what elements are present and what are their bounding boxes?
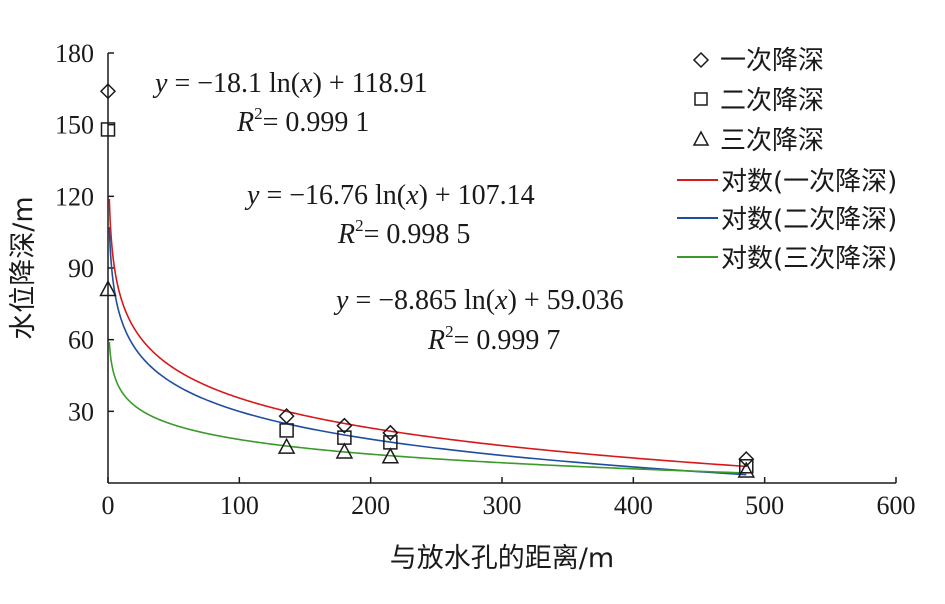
y-tick-label: 120: [55, 182, 94, 211]
r-squared-symbol: R: [236, 107, 254, 138]
y-tick-label: 30: [68, 397, 94, 426]
diamond-marker: [336, 417, 353, 434]
x-tick-label: 400: [614, 491, 653, 520]
fit-equation-1: y = −18.1 ln(x) + 118.91 R2= 0.999 1: [152, 68, 428, 138]
y-axis-title: 水位降深/m: [8, 196, 39, 339]
y-tick-label: 150: [55, 111, 94, 140]
x-tick-label: 200: [351, 491, 390, 520]
legend-label: 对数(一次降深): [721, 167, 897, 197]
y-tick-label: 180: [55, 39, 94, 68]
equation-body: = −18.1 ln(: [167, 68, 300, 99]
r-squared-symbol: R: [337, 219, 355, 250]
triangle-marker-icon: [692, 130, 710, 146]
triangle-marker: [99, 279, 117, 297]
fit-curve-red: [108, 198, 747, 468]
equation-body: = −8.865 ln(: [348, 285, 495, 316]
fit-curve-blue: [108, 227, 747, 476]
data-markers: [99, 83, 756, 478]
diamond-marker-icon: [692, 51, 710, 69]
equation-tail: ) + 107.14: [419, 180, 535, 211]
fit-curves: [108, 198, 747, 476]
x-tick-label: 100: [220, 491, 259, 520]
r-squared-superscript: 2: [355, 216, 364, 235]
x-axis-title: 与放水孔的距离/m: [390, 543, 614, 574]
equation-x: x: [405, 180, 419, 211]
triangle-marker: [277, 437, 296, 454]
diamond-marker: [382, 424, 399, 441]
equation-tail: ) + 118.91: [313, 68, 428, 99]
equation-text: y = −16.76 ln(x) + 107.14: [244, 180, 535, 211]
x-tick-label: 0: [102, 491, 115, 520]
r-squared-text: R2= 0.999 7: [427, 322, 560, 356]
equation-x: x: [494, 285, 508, 316]
y-tick-label: 60: [68, 326, 94, 355]
equation-x: x: [299, 68, 313, 99]
diamond-marker: [99, 83, 117, 100]
legend-item-blue-line: 对数(二次降深): [677, 205, 897, 235]
legend-item-diamond: 一次降深: [692, 46, 824, 76]
legend-label: 二次降深: [720, 86, 824, 116]
diamond-marker: [278, 408, 295, 425]
r-squared-superscript: 2: [445, 322, 454, 341]
equation-y: y: [333, 285, 349, 316]
legend-item-triangle: 三次降深: [692, 126, 824, 156]
r-squared-text: R2= 0.999 1: [236, 104, 369, 138]
legend-item-square: 二次降深: [694, 86, 824, 116]
square-marker: [100, 122, 116, 137]
r-squared-value: = 0.998 5: [364, 219, 471, 250]
legend-item-red-line: 对数(一次降深): [677, 167, 897, 197]
equation-text: y = −8.865 ln(x) + 59.036: [333, 285, 624, 316]
fit-equation-3: y = −8.865 ln(x) + 59.036 R2= 0.999 7: [333, 285, 624, 356]
legend-label: 对数(二次降深): [721, 205, 897, 235]
axis-ticks: 0 100 200 300 400 500 600 30 60 90 120 150 180: [55, 39, 916, 520]
legend-label: 三次降深: [720, 126, 824, 156]
r-squared-superscript: 2: [254, 104, 263, 123]
x-tick-label: 600: [877, 491, 916, 520]
legend-label: 一次降深: [720, 46, 824, 76]
square-marker: [279, 423, 294, 438]
triangle-marker: [381, 447, 400, 464]
square-marker: [739, 459, 754, 474]
r-squared-value: = 0.999 7: [454, 325, 561, 356]
diamond-marker: [738, 451, 755, 468]
y-tick-label: 90: [68, 254, 94, 283]
equation-y: y: [244, 180, 260, 211]
fit-curve-green: [108, 341, 747, 474]
fit-equation-2: y = −16.76 ln(x) + 107.14 R2= 0.998 5: [244, 180, 535, 250]
legend: 一次降深 二次降深 三次降深 对数(一次降深) 对数(二次降深) 对数(三次降深…: [677, 46, 897, 274]
r-squared-text: R2= 0.998 5: [337, 216, 470, 250]
r-squared-value: = 0.999 1: [263, 107, 370, 138]
square-marker-icon: [694, 92, 708, 106]
legend-label: 对数(三次降深): [721, 244, 897, 274]
x-tick-label: 300: [483, 491, 522, 520]
r-squared-symbol: R: [427, 325, 445, 356]
equation-body: = −16.76 ln(: [259, 180, 406, 211]
triangle-marker: [737, 461, 756, 478]
triangle-marker: [335, 442, 354, 459]
equation-y: y: [152, 68, 168, 99]
equation-tail: ) + 59.036: [508, 285, 624, 316]
legend-item-green-line: 对数(三次降深): [677, 244, 897, 274]
x-tick-label: 500: [745, 491, 784, 520]
equation-text: y = −18.1 ln(x) + 118.91: [152, 68, 428, 99]
